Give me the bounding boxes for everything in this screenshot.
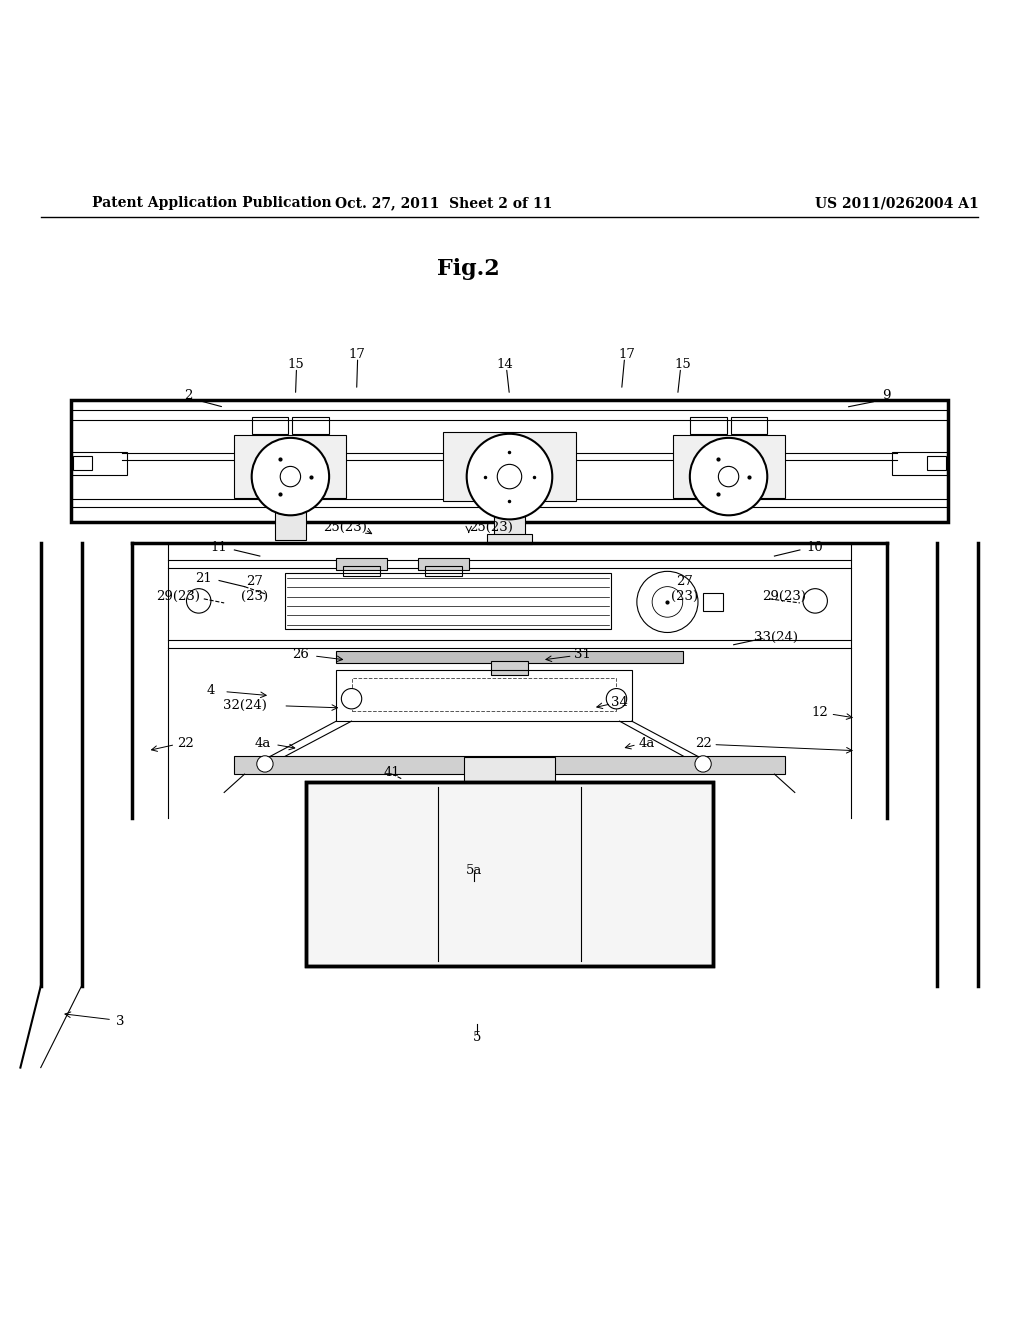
Bar [252,417,289,434]
Circle shape [467,434,552,519]
Bar [418,558,469,570]
Text: 17: 17 [618,347,635,360]
Circle shape [257,756,273,772]
Bar [351,678,616,711]
Text: Oct. 27, 2011  Sheet 2 of 11: Oct. 27, 2011 Sheet 2 of 11 [335,197,552,210]
Text: 5a: 5a [466,865,482,878]
Bar [72,453,127,475]
Text: 33(24): 33(24) [755,631,799,644]
Text: Patent Application Publication: Patent Application Publication [92,197,332,210]
Text: 41: 41 [384,766,400,779]
Circle shape [690,438,767,515]
Text: 25(23): 25(23) [323,521,367,535]
Text: 17: 17 [348,347,366,360]
Bar [928,457,945,470]
Text: 15: 15 [287,358,304,371]
Circle shape [606,689,627,709]
Text: 29(23): 29(23) [157,590,201,603]
Text: 22: 22 [694,737,712,750]
Text: 12: 12 [812,706,828,719]
Bar [336,651,683,663]
Bar [464,756,555,783]
Bar [234,434,346,498]
Text: US 2011/0262004 A1: US 2011/0262004 A1 [815,197,979,210]
Bar [487,533,531,544]
Text: Fig.2: Fig.2 [437,257,500,280]
Text: 5: 5 [473,1031,481,1044]
Bar [72,400,947,523]
Bar [286,573,611,630]
Circle shape [719,466,738,487]
Text: 21: 21 [196,572,212,585]
Bar [495,502,524,540]
Bar [336,671,632,721]
Text: 26: 26 [292,648,309,661]
Text: 34: 34 [611,696,628,709]
Circle shape [498,465,521,488]
Text: 10: 10 [807,541,823,554]
Bar [234,756,784,774]
Bar [306,783,714,966]
Text: 32(24): 32(24) [222,700,266,713]
Bar [343,566,380,577]
Bar [275,510,306,540]
Text: 9: 9 [883,388,891,401]
Bar [425,566,462,577]
Text: 14: 14 [496,358,513,371]
Bar [306,783,714,966]
Bar [336,558,387,570]
Text: 4: 4 [207,684,215,697]
Bar [443,432,575,502]
Bar [74,457,92,470]
Bar [293,417,329,434]
Text: 15: 15 [675,358,691,371]
Text: 29(23): 29(23) [763,590,807,603]
Text: 4a: 4a [255,737,271,750]
Circle shape [695,756,712,772]
Text: 3: 3 [116,1015,125,1028]
Circle shape [281,466,301,487]
Circle shape [252,438,329,515]
Text: 31: 31 [574,648,591,661]
Bar [892,453,947,475]
Bar [690,417,726,434]
Text: 27
(23): 27 (23) [671,574,698,603]
Circle shape [341,689,361,709]
Bar [673,434,784,498]
Bar [492,661,527,676]
Text: 25(23): 25(23) [469,521,513,535]
Circle shape [637,572,698,632]
Text: 27
(23): 27 (23) [242,574,268,603]
Text: 2: 2 [184,388,193,401]
Text: 4a: 4a [639,737,655,750]
Bar [730,417,767,434]
Text: 11: 11 [211,541,227,554]
Text: 22: 22 [177,737,194,750]
Bar [703,593,724,611]
